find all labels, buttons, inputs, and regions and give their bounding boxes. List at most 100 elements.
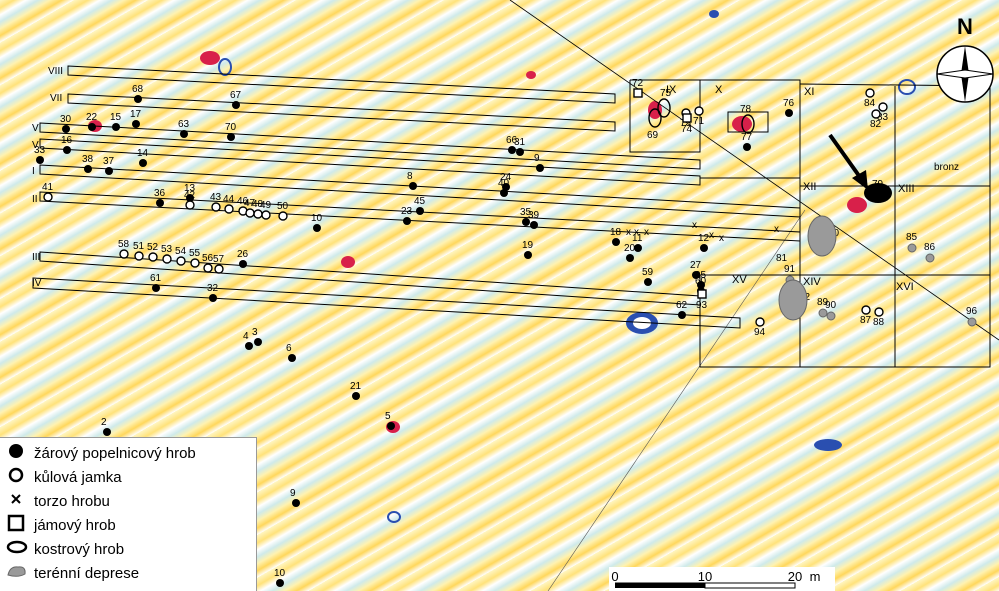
trench-label: I: [32, 166, 35, 177]
cremation-grave-label: 32: [207, 283, 219, 294]
posthole-marker: [245, 208, 255, 218]
skeletal-grave-marker: [741, 114, 755, 134]
trench-label: III: [32, 252, 40, 263]
legend-panel: žárový popelnicový hrob kůlová jamka torzo…: [0, 437, 257, 591]
anomaly-blob: [341, 256, 355, 268]
cremation-grave-label: 2: [101, 417, 107, 428]
legend-item: kůlová jamka: [6, 466, 122, 488]
cremation-grave-label: 9: [290, 488, 296, 499]
section-label: XI: [804, 86, 814, 98]
legend-label: jámový hrob: [34, 516, 116, 534]
posthole-marker: [261, 210, 271, 220]
cremation-grave-marker: [152, 284, 160, 292]
cremation-grave-label: 16: [61, 135, 73, 146]
trench-label: V: [32, 140, 39, 151]
torso-grave-marker: 81: [776, 253, 788, 264]
cremation-grave-label: 13: [184, 183, 196, 194]
posthole-marker: [214, 264, 224, 274]
anomaly-blob: [200, 51, 220, 65]
cremation-grave-marker: [156, 199, 164, 207]
cremation-grave-marker: [700, 244, 708, 252]
posthole-marker: [874, 307, 884, 317]
trench-label: VII: [50, 93, 62, 104]
pit-grave-label: 72: [632, 78, 644, 89]
cremation-grave-label: 38: [82, 154, 94, 165]
cremation-grave-marker: [276, 579, 284, 587]
trench-layer: [32, 65, 991, 368]
posthole-marker: [278, 211, 288, 221]
legend-label: torzo hrobu: [34, 492, 110, 510]
posthole-marker: [253, 209, 263, 219]
cremation-grave-marker: [245, 342, 253, 350]
posthole-label: 82: [870, 119, 882, 130]
posthole-label: 84: [864, 98, 876, 109]
cremation-grave-label: 21: [350, 381, 362, 392]
depression-area: [907, 243, 917, 253]
cremation-grave-label: 30: [60, 114, 72, 125]
torso-grave-marker: x: [692, 220, 697, 231]
depression-area: [778, 279, 808, 321]
cremation-grave-label: 63: [178, 119, 190, 130]
cremation-grave-marker: [785, 109, 793, 117]
cremation-grave-label: 61: [150, 273, 162, 284]
scale-unit: m: [810, 569, 821, 584]
posthole-marker: [43, 192, 53, 202]
cremation-grave-marker: [313, 224, 321, 232]
posthole-label: 83: [877, 112, 889, 123]
legend-item: torzo hrobu: [6, 490, 110, 512]
cremation-grave-label: 66: [506, 135, 518, 146]
reference-line: [509, 0, 999, 341]
cremation-grave-label: 77: [741, 132, 753, 143]
anomaly-blob: [709, 10, 719, 18]
cremation-grave-marker: [62, 125, 70, 133]
posthole-marker: [176, 256, 186, 266]
pit-grave-marker: [633, 88, 643, 98]
torso-grave-marker: x: [644, 227, 649, 238]
cremation-grave-label: 62: [676, 300, 688, 311]
cremation-grave-label: 22: [86, 112, 98, 123]
trench-label: VI: [32, 123, 41, 134]
posthole-label: 41: [42, 182, 54, 193]
pit-grave-marker: [697, 289, 707, 299]
cremation-grave-label: 45: [414, 196, 426, 207]
section-label: IX: [666, 84, 677, 96]
posthole-label: 58: [118, 239, 130, 250]
scale-tick-20: 20: [788, 569, 802, 584]
posthole-label: 56: [202, 253, 214, 264]
legend-item: kostrový hrob: [6, 538, 124, 560]
posthole-marker: [185, 200, 195, 210]
posthole-marker: [134, 251, 144, 261]
north-label: N: [957, 14, 973, 39]
section-label: XIII: [898, 183, 915, 195]
trench-VIII: [67, 65, 616, 104]
trench-VII: [67, 93, 616, 132]
cremation-grave-label: 6: [286, 343, 292, 354]
cremation-grave-label: 39: [528, 210, 540, 221]
ellipse-icon: [6, 540, 28, 558]
posthole-label: 51: [133, 241, 145, 252]
skeletal-grave-label: 69: [647, 130, 659, 141]
section-label: XII: [803, 181, 816, 193]
gray-blob-icon: [6, 564, 28, 582]
filled-circle-icon: [6, 444, 28, 462]
cremation-grave-marker: [288, 354, 296, 362]
section-label: XIV: [803, 276, 821, 288]
section-IX-frame: [629, 79, 701, 153]
posthole-marker: [871, 109, 881, 119]
legend-item: jámový hrob: [6, 514, 116, 536]
anomaly-layer: [88, 10, 916, 523]
cremation-grave-label: 59: [642, 267, 654, 278]
section-label: XVI: [896, 281, 914, 293]
pointer-arrow: [828, 133, 864, 182]
cremation-grave-label: 67: [230, 90, 242, 101]
legend-label: žárový popelnicový hrob: [34, 444, 196, 462]
cremation-grave-label: 70: [225, 122, 237, 133]
legend-item: žárový popelnicový hrob: [6, 442, 196, 464]
pit-grave-marker: [682, 113, 692, 123]
posthole-marker: [148, 252, 158, 262]
torso-grave-marker: x: [626, 227, 631, 238]
cremation-grave-marker: [352, 392, 360, 400]
cremation-grave-marker: [612, 238, 620, 246]
